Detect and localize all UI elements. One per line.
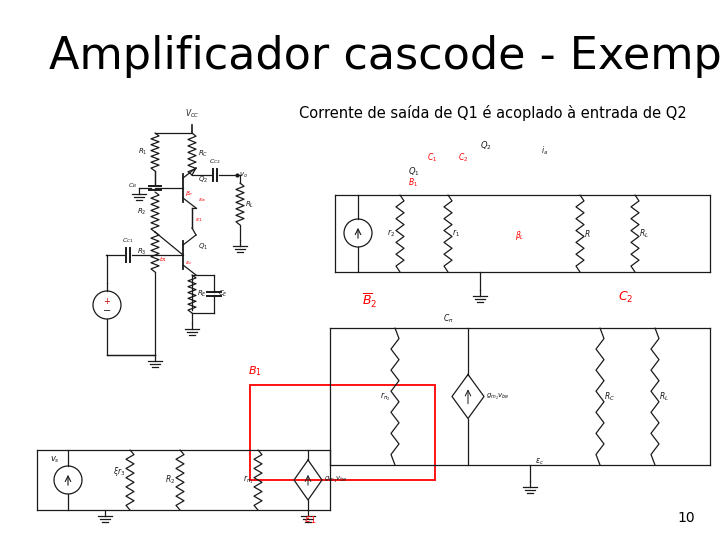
Text: $R_C$: $R_C$ — [198, 149, 208, 159]
Text: $Q_2$: $Q_2$ — [480, 139, 492, 152]
Text: $V_{CC}$: $V_{CC}$ — [184, 107, 199, 120]
Text: $R_2$: $R_2$ — [138, 207, 147, 217]
Text: $b_1$: $b_1$ — [158, 255, 167, 265]
Text: $R_E$: $R_E$ — [197, 289, 207, 299]
Text: $\overline{B}_2$: $\overline{B}_2$ — [362, 292, 377, 310]
Text: $r_1$: $r_1$ — [452, 228, 460, 239]
Text: $Q_1$: $Q_1$ — [408, 166, 420, 178]
Text: $C_2$: $C_2$ — [618, 290, 634, 305]
Text: $g_{m_1}v_{be}$: $g_{m_1}v_{be}$ — [324, 475, 348, 485]
Text: $\varepsilon_a$: $\varepsilon_a$ — [198, 196, 206, 204]
Text: $B_1$: $B_1$ — [248, 364, 262, 378]
Text: $v_s$: $v_s$ — [50, 455, 60, 465]
Text: $\beta_e$: $\beta_e$ — [185, 188, 194, 198]
Text: $C_{C2}$: $C_{C2}$ — [209, 157, 221, 166]
Text: $r_{\pi_1}$: $r_{\pi_1}$ — [243, 474, 253, 487]
Text: 10: 10 — [678, 511, 695, 525]
Text: Corrente de saída de Q1 é acoplado à entrada de Q2: Corrente de saída de Q1 é acoplado à ent… — [299, 105, 687, 122]
Text: $R_C$: $R_C$ — [604, 390, 615, 403]
Text: $C_{\pi}$: $C_{\pi}$ — [443, 313, 454, 325]
Text: $v_o$: $v_o$ — [239, 171, 248, 180]
Text: $R_L$: $R_L$ — [659, 390, 669, 403]
Text: $C_{C1}$: $C_{C1}$ — [122, 236, 134, 245]
Text: $R_L$: $R_L$ — [639, 227, 649, 240]
Text: −: − — [103, 306, 111, 316]
Text: $\varepsilon_c$: $\varepsilon_c$ — [535, 457, 544, 467]
Text: +: + — [104, 296, 110, 306]
Text: $R_3$: $R_3$ — [138, 247, 147, 257]
Text: $C_B$: $C_B$ — [128, 181, 137, 191]
Text: $R_L$: $R_L$ — [245, 200, 254, 210]
Text: $\varepsilon_c$: $\varepsilon_c$ — [185, 259, 193, 267]
Text: $\xi r_3$: $\xi r_3$ — [112, 465, 125, 478]
Text: $r_{\pi_2}$: $r_{\pi_2}$ — [379, 390, 390, 403]
Text: $R$: $R$ — [584, 228, 590, 239]
Text: $\beta_L$: $\beta_L$ — [515, 228, 525, 241]
Text: $R_2$: $R_2$ — [165, 474, 175, 486]
Text: $i_a$: $i_a$ — [541, 145, 549, 157]
Text: $\varepsilon_1$: $\varepsilon_1$ — [195, 216, 203, 224]
Text: $C_2$: $C_2$ — [458, 152, 468, 164]
Text: $Q_2$: $Q_2$ — [198, 175, 208, 185]
Text: $Q_1$: $Q_1$ — [198, 242, 208, 252]
Text: $B_1$: $B_1$ — [408, 177, 418, 189]
Text: Amplificador cascode - Exemplo: Amplificador cascode - Exemplo — [49, 35, 720, 78]
Text: $C_E$: $C_E$ — [218, 289, 228, 299]
Text: $\varepsilon_1$: $\varepsilon_1$ — [304, 514, 316, 526]
Text: $R_1$: $R_1$ — [138, 147, 147, 157]
Text: $r_2$: $r_2$ — [387, 228, 395, 239]
Text: $g_{m_2}v_{be}$: $g_{m_2}v_{be}$ — [486, 392, 510, 402]
Text: $C_1$: $C_1$ — [427, 152, 437, 164]
